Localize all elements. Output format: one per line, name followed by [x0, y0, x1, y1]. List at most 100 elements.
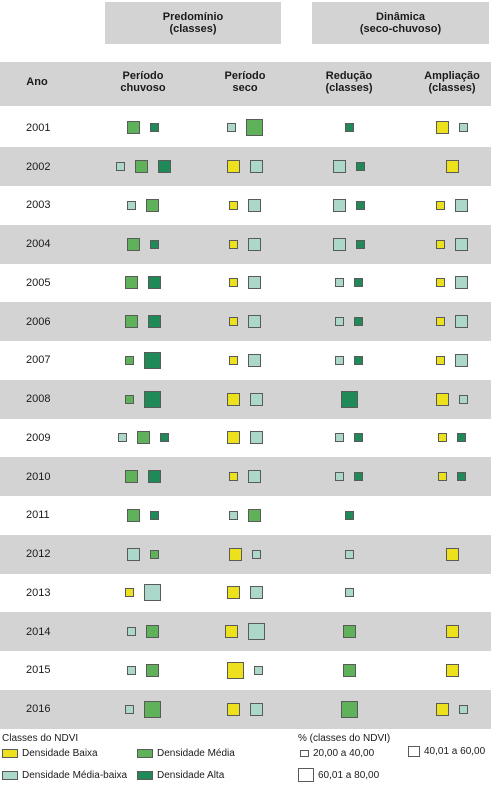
mark-2015-reducao-media	[342, 663, 356, 677]
legend-size-3: 60,01 a 80,00	[298, 768, 379, 782]
row-band-2004	[0, 224, 491, 264]
mark-2010-reducao-alta	[354, 472, 363, 482]
mark-2016-ampliacao-media_baixa	[459, 704, 468, 714]
year-label-2001: 2001	[26, 121, 51, 134]
mark-2006-seco-baixa	[229, 317, 238, 327]
row-band-2010	[0, 457, 491, 496]
mark-2003-seco-media_baixa	[248, 198, 261, 212]
mark-2002-reducao-alta	[356, 162, 365, 172]
legend-item-media: Densidade Média	[137, 748, 235, 759]
legend-item-media-baixa: Densidade Média-baixa	[2, 770, 127, 781]
mark-2016-ampliacao-baixa	[436, 702, 449, 716]
year-label-2006: 2006	[26, 315, 51, 328]
column-header-reducao: Redução (classes)	[325, 70, 372, 94]
column-header-ampliacao: Ampliação (classes)	[424, 70, 480, 94]
mark-2012-chuvoso-media	[150, 549, 159, 559]
legend-size-label-2: 40,01 a 60,00	[424, 746, 486, 757]
column-header-ano-label: Ano	[26, 76, 48, 88]
mark-2009-reducao-alta	[354, 433, 363, 443]
mark-2007-chuvoso-media	[125, 355, 134, 365]
group-header-predominio-line1: Predomínio	[162, 11, 224, 23]
year-label-2014: 2014	[26, 625, 51, 638]
mark-2010-seco-media_baixa	[248, 470, 261, 484]
column-header-reducao-line2: (classes)	[325, 82, 373, 94]
mark-2001-seco-media	[246, 119, 263, 137]
mark-2006-seco-media_baixa	[248, 315, 261, 329]
mark-2002-ampliacao-baixa	[445, 160, 459, 174]
mark-2001-chuvoso-media	[127, 121, 140, 135]
column-header-seco-line2: seco	[232, 82, 258, 94]
mark-2015-chuvoso-media_baixa	[127, 665, 136, 675]
year-label-2010: 2010	[26, 470, 51, 483]
year-label-2011: 2011	[26, 509, 50, 522]
mark-2014-seco-baixa	[225, 625, 238, 639]
mark-2010-seco-baixa	[229, 472, 238, 482]
mark-2014-chuvoso-media_baixa	[127, 627, 136, 637]
mark-2006-ampliacao-baixa	[436, 317, 445, 327]
legend-swatch-media-baixa	[2, 771, 18, 780]
legend-size-label-3: 60,01 a 80,00	[318, 769, 380, 781]
group-header-dinamica-line1: Dinâmica	[376, 11, 425, 23]
mark-2005-seco-media_baixa	[248, 276, 261, 290]
legend-size-swatch-1	[300, 750, 309, 757]
mark-2004-seco-baixa	[229, 239, 238, 249]
mark-2007-ampliacao-baixa	[436, 355, 445, 365]
row-band-2002	[0, 147, 491, 186]
column-header-ampliacao-line1: Ampliação	[424, 70, 480, 82]
mark-2007-reducao-media_baixa	[335, 355, 344, 365]
mark-2014-chuvoso-media	[146, 625, 159, 639]
mark-2014-ampliacao-baixa	[445, 625, 459, 639]
mark-2005-reducao-media_baixa	[335, 278, 344, 288]
legend-item-alta: Densidade Alta	[137, 770, 224, 781]
column-header-seco: Período seco	[225, 70, 266, 94]
mark-2001-ampliacao-media_baixa	[459, 123, 468, 133]
legend-size-swatch-2	[408, 746, 420, 757]
mark-2008-chuvoso-alta	[144, 390, 161, 408]
year-label-2012: 2012	[26, 548, 51, 561]
column-header-chuvoso: Período chuvoso	[120, 70, 165, 94]
mark-2005-chuvoso-media	[125, 276, 138, 290]
legend-swatch-alta	[137, 771, 153, 780]
mark-2004-ampliacao-media_baixa	[455, 237, 468, 251]
mark-2010-reducao-media_baixa	[335, 472, 344, 482]
group-header-dinamica: Dinâmica (seco-chuvoso)	[312, 2, 489, 44]
mark-2004-reducao-media_baixa	[333, 237, 346, 251]
year-label-2013: 2013	[26, 586, 51, 599]
mark-2005-chuvoso-alta	[148, 276, 161, 290]
year-label-2015: 2015	[26, 664, 51, 677]
legend-label-baixa: Densidade Baixa	[22, 748, 98, 759]
mark-2003-ampliacao-baixa	[436, 200, 445, 210]
mark-2013-seco-baixa	[227, 586, 240, 600]
mark-2009-seco-media_baixa	[250, 431, 263, 445]
mark-2003-reducao-alta	[356, 200, 365, 210]
year-label-2004: 2004	[26, 238, 51, 251]
mark-2013-seco-media_baixa	[250, 586, 263, 600]
mark-2016-chuvoso-media	[144, 700, 161, 718]
mark-2009-chuvoso-alta	[159, 433, 169, 443]
legend-label-media: Densidade Média	[157, 748, 235, 759]
mark-2008-chuvoso-media	[125, 394, 134, 404]
mark-2004-chuvoso-alta	[150, 239, 159, 249]
mark-2008-ampliacao-baixa	[436, 392, 449, 406]
mark-2002-seco-baixa	[227, 160, 240, 174]
mark-2007-seco-baixa	[229, 355, 238, 365]
mark-2009-ampliacao-alta	[457, 433, 466, 443]
legend-size-1: 20,00 a 40,00	[300, 748, 374, 759]
mark-2013-chuvoso-baixa	[125, 588, 134, 598]
mark-2003-chuvoso-media_baixa	[127, 200, 136, 210]
year-label-2005: 2005	[26, 276, 51, 289]
mark-2004-seco-media_baixa	[248, 237, 261, 251]
mark-2008-seco-media_baixa	[250, 392, 263, 406]
mark-2002-reducao-media_baixa	[333, 160, 346, 174]
mark-2015-seco-baixa	[227, 661, 244, 679]
mark-2016-chuvoso-media_baixa	[125, 704, 134, 714]
legend-swatch-media	[137, 749, 153, 758]
mark-2009-seco-baixa	[227, 431, 240, 445]
mark-2007-reducao-alta	[354, 355, 363, 365]
legend-size-label-1: 20,00 a 40,00	[313, 748, 375, 759]
legend-swatch-baixa	[2, 749, 18, 758]
mark-2006-ampliacao-media_baixa	[455, 315, 468, 329]
mark-2006-chuvoso-alta	[148, 315, 161, 329]
year-label-2003: 2003	[26, 199, 51, 212]
